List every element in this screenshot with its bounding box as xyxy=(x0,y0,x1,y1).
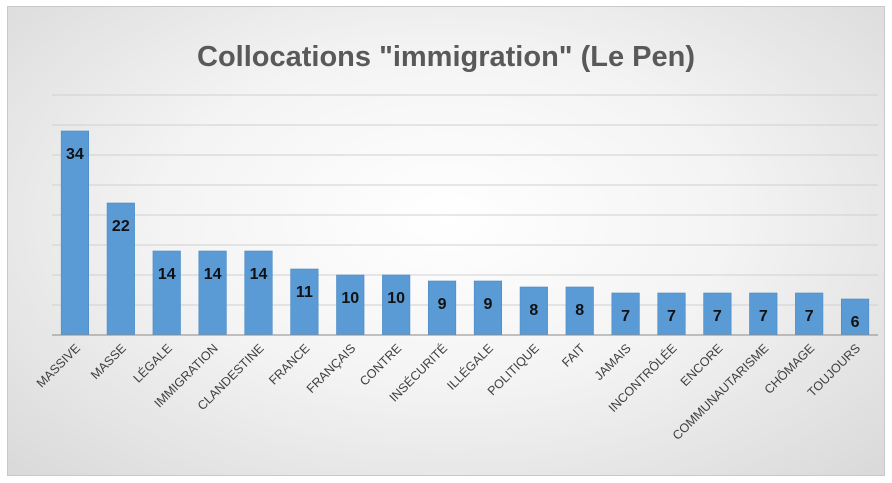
data-label: 14 xyxy=(204,266,222,283)
data-label: 7 xyxy=(805,308,814,325)
data-label: 10 xyxy=(387,290,405,307)
data-label: 8 xyxy=(575,302,584,319)
x-tick-label: COMMUNAUTARISME xyxy=(670,341,772,443)
x-tick-label: FAIT xyxy=(559,341,588,370)
data-label: 7 xyxy=(759,308,768,325)
data-label: 8 xyxy=(529,302,538,319)
bar xyxy=(611,292,640,336)
bar xyxy=(795,292,824,336)
x-tick-label: CONTRE xyxy=(357,341,404,388)
chart-title: Collocations "immigration" (Le Pen) xyxy=(197,41,695,73)
bar xyxy=(106,202,135,336)
data-label: 10 xyxy=(341,290,359,307)
gridlines xyxy=(52,94,878,306)
bar xyxy=(382,274,411,336)
bar xyxy=(840,298,870,336)
data-label: 34 xyxy=(66,146,84,163)
bar xyxy=(60,130,90,336)
bar xyxy=(198,250,227,336)
bar xyxy=(427,280,457,336)
data-label: 9 xyxy=(438,296,447,313)
x-tick-label: MASSIVE xyxy=(34,341,83,390)
bar xyxy=(657,292,686,336)
data-label: 14 xyxy=(158,266,176,283)
data-label: 22 xyxy=(112,218,130,235)
x-tick-label: JAMAIS xyxy=(592,341,634,383)
data-label: 11 xyxy=(296,284,313,301)
bar xyxy=(473,280,503,336)
data-label: 7 xyxy=(621,308,630,325)
chart-area xyxy=(7,6,885,476)
x-tick-label: ENCORE xyxy=(678,341,726,389)
x-tick-label: FRANCE xyxy=(266,341,312,387)
x-tick-label: MASSE xyxy=(88,341,129,382)
bar xyxy=(519,286,548,336)
data-label: 9 xyxy=(483,296,492,313)
data-label: 7 xyxy=(713,308,722,325)
data-label: 6 xyxy=(851,314,860,331)
bar xyxy=(290,268,319,336)
bar xyxy=(336,274,365,336)
data-label: 14 xyxy=(250,266,268,283)
bar xyxy=(703,292,732,336)
data-label: 7 xyxy=(667,308,676,325)
bars xyxy=(60,130,870,336)
x-tick-labels: MASSIVE MASSE LÉGALEIMMIGRATIONCLANDESTINE… xyxy=(34,341,863,443)
bar xyxy=(244,250,273,336)
x-tick-label: FRANÇAIS xyxy=(304,341,359,396)
bar xyxy=(152,250,181,336)
data-labels: 34 22 14 14 14 11 10 10 9 9 8 8 7 7 7 7 7 6 xyxy=(66,146,860,331)
x-tick-label: LÉGALE xyxy=(130,341,175,386)
